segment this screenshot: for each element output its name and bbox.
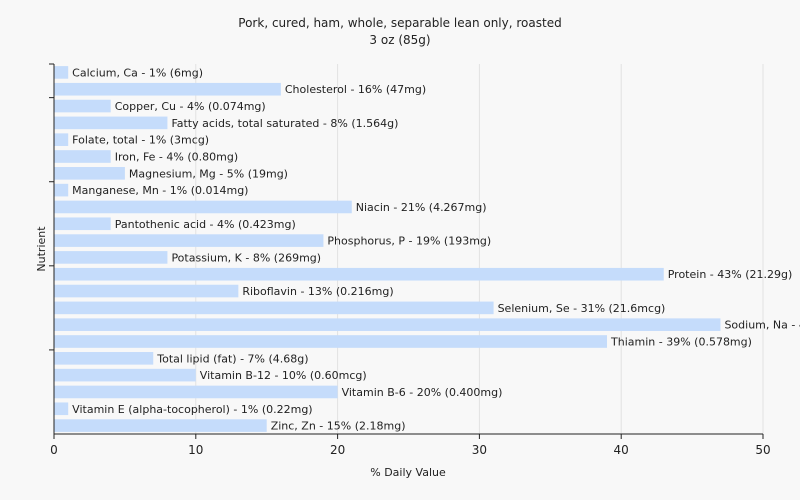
bar [54, 318, 721, 331]
bar [54, 284, 239, 298]
bar-label: Potassium, K - 8% (269mg) [171, 251, 321, 264]
x-tick-label: 20 [330, 443, 345, 457]
bar-label: Calcium, Ca - 1% (6mg) [72, 66, 203, 79]
bar [54, 150, 111, 163]
bar-label: Total lipid (fat) - 7% (4.68g) [156, 352, 308, 365]
bar [54, 335, 608, 348]
x-tick-label: 30 [472, 443, 487, 457]
bar [54, 251, 168, 264]
x-tick-label: 50 [755, 443, 770, 457]
bar [54, 267, 664, 281]
bar [54, 133, 69, 146]
bar [54, 419, 267, 432]
bar-label: Vitamin B-6 - 20% (0.400mg) [342, 386, 503, 399]
bar-label: Selenium, Se - 31% (21.6mcg) [498, 302, 666, 315]
bar [54, 66, 69, 79]
y-axis-label: Nutrient [35, 226, 48, 272]
x-axis-label: % Daily Value [370, 466, 446, 479]
x-tick-label: 0 [50, 443, 58, 457]
bar [54, 116, 168, 130]
bar-label: Protein - 43% (21.29g) [668, 268, 793, 281]
bar [54, 385, 338, 399]
bar-label: Vitamin B-12 - 10% (0.60mcg) [200, 369, 367, 382]
bar [54, 402, 69, 416]
bar-label: Copper, Cu - 4% (0.074mg) [115, 100, 266, 113]
bar [54, 301, 494, 315]
bar-label: Sodium, Na - 47% (1128mg) [724, 319, 800, 332]
bar [54, 99, 111, 113]
bar-label: Magnesium, Mg - 5% (19mg) [129, 167, 288, 180]
bar [54, 82, 281, 96]
bar-label: Folate, total - 1% (3mcg) [72, 134, 209, 147]
x-tick-label: 10 [188, 443, 203, 457]
bar-label: Fatty acids, total saturated - 8% (1.564… [171, 117, 398, 130]
bar [54, 183, 69, 197]
bar-label: Phosphorus, P - 19% (193mg) [327, 235, 491, 248]
bar-label: Pantothenic acid - 4% (0.423mg) [115, 218, 296, 231]
chart-title: Pork, cured, ham, whole, separable lean … [238, 16, 561, 30]
bar-label: Zinc, Zn - 15% (2.18mg) [271, 420, 406, 433]
chart-subtitle: 3 oz (85g) [369, 33, 430, 47]
bar [54, 234, 324, 247]
x-tick-label: 40 [614, 443, 629, 457]
bar [54, 368, 196, 382]
bar-label: Vitamin E (alpha-tocopherol) - 1% (0.22m… [72, 403, 312, 416]
bar-label: Manganese, Mn - 1% (0.014mg) [72, 184, 248, 197]
bar-label: Thiamin - 39% (0.578mg) [610, 336, 752, 349]
bar [54, 217, 111, 231]
bar [54, 200, 352, 214]
bar [54, 352, 154, 365]
bar-label: Cholesterol - 16% (47mg) [285, 83, 426, 96]
x-ticks: 0 10 20 30 40 50 [50, 434, 771, 457]
bar-label: Riboflavin - 13% (0.216mg) [242, 285, 393, 298]
bar-label: Iron, Fe - 4% (0.80mg) [115, 151, 238, 164]
axes [49, 63, 763, 435]
bar-label: Niacin - 21% (4.267mg) [356, 201, 487, 214]
bar [54, 167, 125, 180]
bars: Calcium, Ca - 1% (6mg) Cholesterol - 16% … [54, 66, 800, 433]
